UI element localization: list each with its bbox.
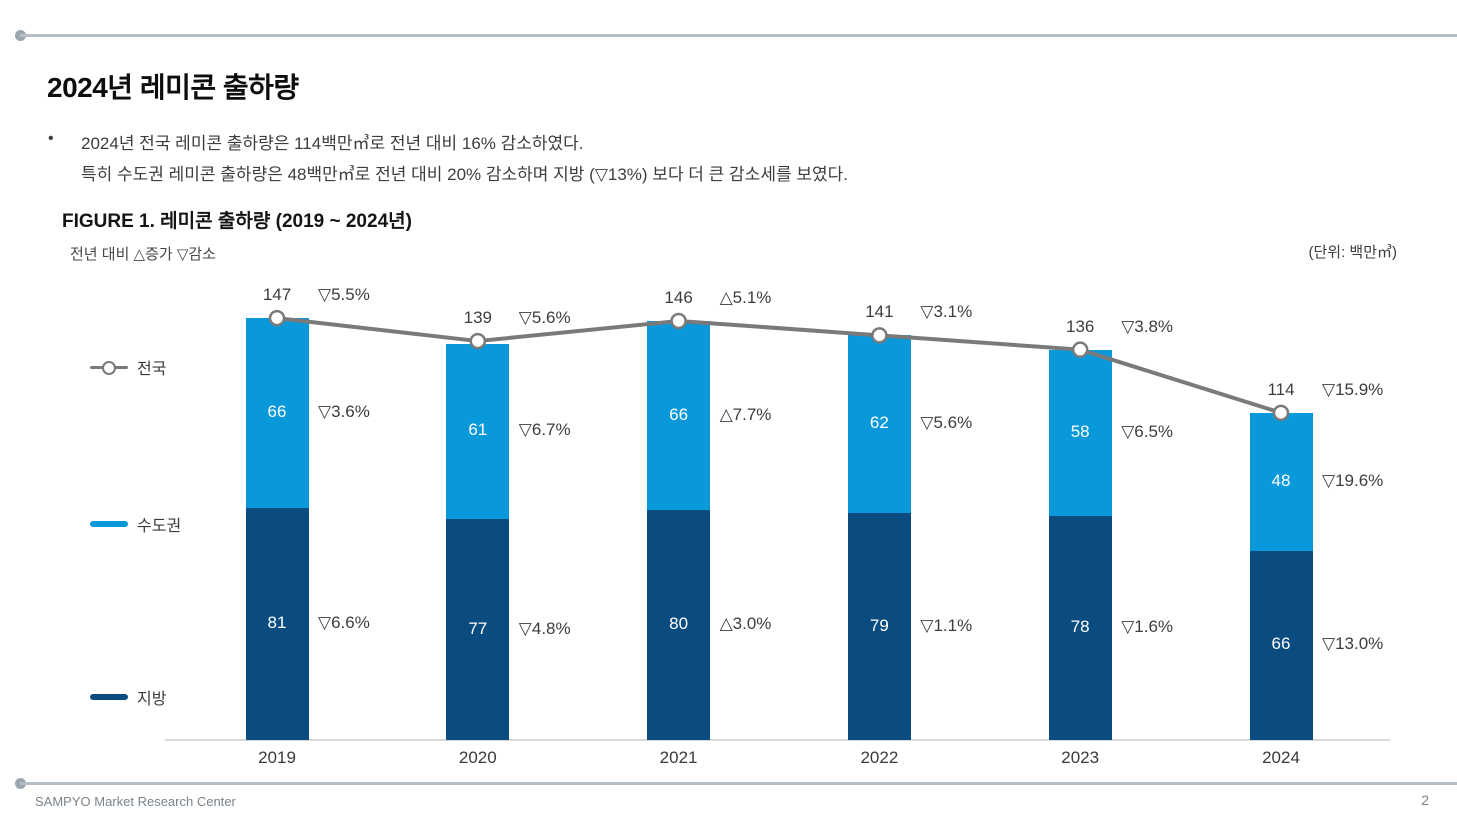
regional-pct-2019: ▽6.6%	[318, 612, 370, 632]
metropolitan-value-2019: 66	[267, 401, 287, 421]
figure-note: 전년 대비 △증가 ▽감소	[70, 246, 216, 263]
bar-metropolitan-2021	[647, 320, 711, 511]
bar-metropolitan-2023	[1048, 349, 1112, 517]
x-tick-2023: 2023	[1061, 748, 1100, 767]
bar-regional-2023	[1048, 516, 1112, 740]
footer-source: SAMPYO Market Research Center	[35, 794, 236, 809]
regional-value-2019: 81	[267, 612, 287, 632]
national-line-chart	[268, 309, 1290, 422]
national-line-icon-marker	[102, 360, 116, 375]
bar-regional-2022	[847, 513, 911, 740]
metropolitan-pct-2020: ▽6.7%	[518, 420, 571, 440]
metropolitan-pct-2023: ▽6.5%	[1121, 421, 1174, 441]
national-value-2023: 136	[1066, 316, 1095, 336]
national-value-2019: 147	[262, 285, 292, 305]
page-number: 2	[1421, 792, 1429, 808]
national-marker-2021	[670, 312, 687, 330]
national-value-2021: 146	[664, 287, 693, 307]
page-title: 2024년 레미콘 출하량	[47, 72, 299, 103]
bullet-line-1: 2024년 전국 레미콘 출하량은 114백만㎥로 전년 대비 16% 감소하였…	[81, 134, 584, 153]
x-axis-line	[165, 739, 1390, 741]
metropolitan-value-2020: 61	[468, 420, 488, 440]
bar-regional-2019	[245, 507, 309, 740]
x-tick-2024: 2024	[1262, 748, 1300, 767]
bar-metropolitan-2022	[847, 335, 911, 514]
metropolitan-pct-2024: ▽19.6%	[1322, 470, 1384, 490]
chart-plot-area: 81 66 147 ▽5.5% ▽3.6% ▽6.6% 77 61 139 ▽5.6% ▽6.7% ▽…	[175, 270, 1390, 740]
national-marker-2023	[1071, 341, 1089, 358]
bar-regional-2020	[446, 519, 510, 740]
metropolitan-value-2022: 62	[869, 413, 889, 433]
legend-item-metropolitan: 수도권	[90, 512, 181, 536]
national-marker-2024	[1272, 404, 1290, 422]
x-tick-2020: 2020	[458, 748, 497, 767]
legend-item-regional: 지방	[90, 685, 166, 709]
figure-title: FIGURE 1. 레미콘 출하량 (2019 ~ 2024년)	[62, 211, 412, 232]
bullet-marker: •	[48, 130, 54, 147]
national-pct-2023: ▽3.8%	[1121, 316, 1174, 336]
regional-swatch-icon	[90, 694, 128, 700]
national-line-icon	[90, 360, 128, 375]
metropolitan-value-2024: 48	[1271, 470, 1291, 490]
national-pct-2020: ▽5.6%	[518, 308, 571, 328]
unit-label: (단위: 백만㎥)	[1308, 244, 1397, 261]
regional-pct-2023: ▽1.6%	[1121, 617, 1174, 637]
x-tick-2019: 2019	[258, 748, 296, 767]
metropolitan-pct-2022: ▽5.6%	[920, 413, 973, 433]
bar-regional-2024	[1249, 550, 1313, 740]
metropolitan-value-2021: 66	[669, 404, 689, 424]
national-pct-2024: ▽15.9%	[1322, 379, 1384, 399]
metropolitan-pct-2019: ▽3.6%	[318, 401, 370, 421]
top-rule-line	[20, 34, 1457, 37]
national-line-path	[276, 316, 1282, 415]
legend-label-metropolitan: 수도권	[137, 518, 182, 535]
national-pct-2021: △5.1%	[719, 287, 772, 307]
national-marker-2020	[469, 332, 487, 350]
national-marker-2022	[871, 327, 888, 344]
bar-metropolitan-2020	[446, 343, 510, 519]
legend-label-national: 전국	[137, 361, 167, 378]
bullet-line-2: 특히 수도권 레미콘 출하량은 48백만㎥로 전년 대비 20% 감소하며 지방…	[81, 165, 848, 184]
regional-pct-2024: ▽13.0%	[1322, 634, 1384, 654]
bottom-rule-line	[20, 782, 1457, 785]
bar-metropolitan-2019	[245, 318, 309, 508]
bar-regional-2021	[647, 510, 711, 740]
regional-pct-2022: ▽1.1%	[920, 615, 973, 635]
regional-value-2020: 77	[468, 618, 488, 638]
x-tick-2022: 2022	[860, 748, 899, 767]
legend-label-regional: 지방	[137, 691, 167, 708]
regional-value-2022: 79	[869, 615, 889, 635]
regional-value-2023: 78	[1070, 617, 1090, 637]
national-value-2024: 114	[1267, 379, 1295, 399]
metropolitan-swatch-icon	[90, 521, 128, 527]
bullet-text: 2024년 전국 레미콘 출하량은 114백만㎥로 전년 대비 16% 감소하였…	[81, 128, 848, 190]
regional-value-2024: 66	[1271, 634, 1291, 654]
x-tick-2021: 2021	[659, 748, 698, 767]
regional-pct-2020: ▽4.8%	[518, 618, 571, 638]
x-axis-labels: 2019 2020 2021 2022 2023 2024	[175, 748, 1390, 774]
national-pct-2019: ▽5.5%	[318, 285, 370, 305]
regional-pct-2021: △3.0%	[719, 614, 772, 634]
national-value-2022: 141	[865, 302, 894, 322]
regional-value-2021: 80	[669, 614, 689, 634]
national-marker-2019	[268, 309, 286, 327]
national-value-2020: 139	[463, 308, 492, 328]
national-pct-2022: ▽3.1%	[920, 302, 973, 322]
bar-metropolitan-2024	[1249, 412, 1313, 551]
metropolitan-pct-2021: △7.7%	[719, 404, 772, 424]
legend-item-national: 전국	[90, 355, 166, 379]
metropolitan-value-2023: 58	[1070, 421, 1090, 441]
